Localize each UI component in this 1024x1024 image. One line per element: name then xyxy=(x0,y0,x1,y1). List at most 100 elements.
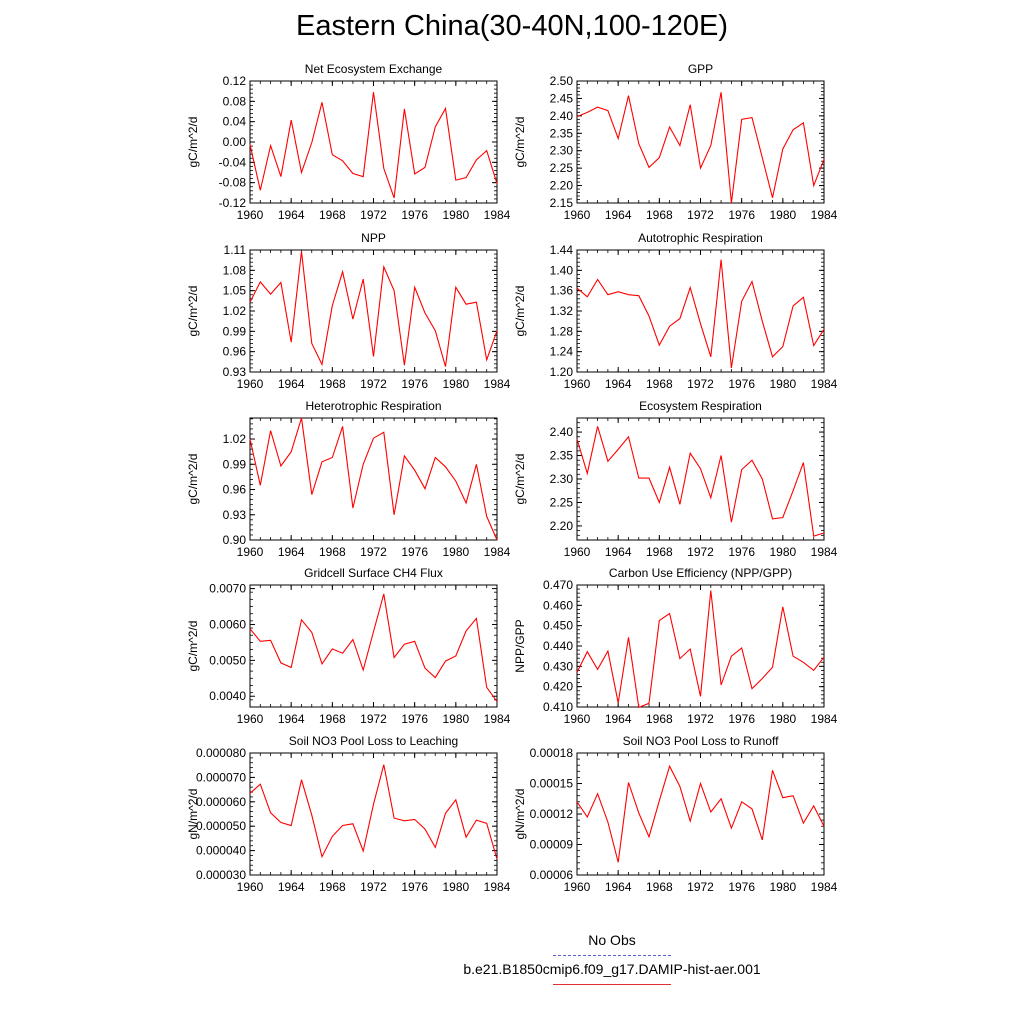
y-tick-label: 1.44 xyxy=(550,243,574,257)
x-tick-label: 1984 xyxy=(484,880,511,894)
x-tick-label: 1976 xyxy=(728,545,755,559)
x-tick-label: 1984 xyxy=(811,377,838,391)
x-tick-label: 1984 xyxy=(811,545,838,559)
panel-title: Soil NO3 Pool Loss to Runoff xyxy=(623,734,780,748)
x-tick-label: 1980 xyxy=(769,545,796,559)
y-tick-label: 2.20 xyxy=(550,519,574,533)
x-tick-label: 1980 xyxy=(442,880,469,894)
series-line xyxy=(576,259,825,368)
panel-gridcell-surface-ch4-flux: Gridcell Surface CH4 Flux gC/m^2/d 0.0040 0… xyxy=(186,566,511,726)
x-tick-label: 1960 xyxy=(237,208,264,222)
x-tick-label: 1972 xyxy=(687,208,714,222)
y-tick-label: 0.000050 xyxy=(196,819,246,833)
y-tick-label: 0.000070 xyxy=(196,770,246,784)
x-tick-label: 1964 xyxy=(605,545,632,559)
y-tick-label: 1.02 xyxy=(223,304,247,318)
x-tick-label: 1984 xyxy=(484,208,511,222)
x-tick-label: 1972 xyxy=(687,880,714,894)
y-tick-label: 0.410 xyxy=(543,700,573,714)
legend-label-model-run: b.e21.B1850cmip6.f09_g17.DAMIP-hist-aer.… xyxy=(463,961,761,977)
y-axis-label: gN/m^2/d xyxy=(186,789,200,840)
x-tick-label: 1976 xyxy=(401,377,428,391)
series-line xyxy=(249,417,498,541)
x-tick-label: 1960 xyxy=(237,712,264,726)
x-tick-label: 1976 xyxy=(401,208,428,222)
x-tick-label: 1976 xyxy=(728,712,755,726)
y-tick-label: 2.15 xyxy=(550,196,574,210)
panel-net-ecosystem-exchange: Net Ecosystem Exchange gC/m^2/d -0.12 -0.08… xyxy=(186,62,511,222)
x-tick-label: 1964 xyxy=(278,208,305,222)
y-tick-label: 1.36 xyxy=(550,284,574,298)
x-tick-label: 1964 xyxy=(605,712,632,726)
x-tick-label: 1964 xyxy=(605,208,632,222)
y-tick-label: 2.25 xyxy=(550,161,574,175)
panel-title: Gridcell Surface CH4 Flux xyxy=(304,566,443,580)
x-tick-label: 1968 xyxy=(319,545,346,559)
y-tick-label: 0.000080 xyxy=(196,746,246,760)
y-tick-label: 0.93 xyxy=(223,365,247,379)
y-axis-label: gC/m^2/d xyxy=(513,117,527,168)
x-tick-label: 1984 xyxy=(484,377,511,391)
x-tick-label: 1980 xyxy=(442,712,469,726)
plot-frame xyxy=(576,417,825,541)
panel-title: NPP xyxy=(361,231,386,245)
x-tick-label: 1968 xyxy=(646,880,673,894)
x-tick-label: 1980 xyxy=(769,712,796,726)
y-tick-label: 1.40 xyxy=(550,263,574,277)
x-tick-label: 1960 xyxy=(564,712,591,726)
y-axis-label: NPP/GPP xyxy=(513,619,527,672)
panel-npp: NPP gC/m^2/d 0.93 0.96 0.99 1.02 1.05 1.08 1.11 1… xyxy=(186,231,511,391)
panel-autotrophic-respiration: Autotrophic Respiration gC/m^2/d 1.20 1.24 1… xyxy=(513,231,838,391)
x-tick-label: 1980 xyxy=(769,880,796,894)
panel-title: Autotrophic Respiration xyxy=(638,231,763,245)
x-tick-label: 1960 xyxy=(237,545,264,559)
panel-soil-no3-pool-loss-to-leaching: Soil NO3 Pool Loss to LeachinggN/m^2/d0.… xyxy=(186,734,511,894)
x-tick-label: 1964 xyxy=(605,880,632,894)
x-tick-label: 1976 xyxy=(728,377,755,391)
x-tick-label: 1980 xyxy=(769,208,796,222)
y-tick-label: 0.430 xyxy=(543,659,573,673)
y-axis-label: gC/m^2/d xyxy=(186,621,200,672)
plot-frame xyxy=(576,752,825,876)
x-tick-label: 1972 xyxy=(360,208,387,222)
x-tick-label: 1960 xyxy=(564,208,591,222)
x-tick-label: 1968 xyxy=(319,880,346,894)
x-tick-label: 1972 xyxy=(687,377,714,391)
y-tick-label: 2.30 xyxy=(550,472,574,486)
x-tick-label: 1984 xyxy=(811,712,838,726)
x-tick-label: 1984 xyxy=(811,880,838,894)
y-tick-label: 0.93 xyxy=(223,508,247,522)
panel-title: Carbon Use Efficiency (NPP/GPP) xyxy=(609,566,792,580)
panel-heterotrophic-respiration: Heterotrophic Respiration gC/m^2/d 0.90 0.9… xyxy=(186,399,511,559)
x-tick-label: 1964 xyxy=(278,712,305,726)
y-tick-label: 0.0050 xyxy=(209,653,246,667)
x-tick-label: 1972 xyxy=(687,545,714,559)
legend-line-no-obs xyxy=(553,955,671,956)
x-tick-label: 1980 xyxy=(769,377,796,391)
x-tick-label: 1960 xyxy=(564,377,591,391)
y-tick-label: 0.08 xyxy=(223,94,247,108)
y-tick-label: 0.000060 xyxy=(196,795,246,809)
y-tick-label: 0.420 xyxy=(543,680,573,694)
panel-title: Soil NO3 Pool Loss to Leaching xyxy=(289,734,458,748)
plot-frame xyxy=(249,417,498,541)
y-axis-label: gC/m^2/d xyxy=(513,454,527,505)
y-tick-label: 0.04 xyxy=(223,115,247,129)
panel-ecosystem-respiration: Ecosystem Respiration gC/m^2/d 2.20 2.25 2.3… xyxy=(513,399,838,559)
x-tick-label: 1968 xyxy=(319,208,346,222)
panel-title: Net Ecosystem Exchange xyxy=(305,62,443,76)
y-tick-label: 2.35 xyxy=(550,126,574,140)
x-tick-label: 1984 xyxy=(811,208,838,222)
panel-title: Ecosystem Respiration xyxy=(639,399,762,413)
x-tick-label: 1980 xyxy=(442,377,469,391)
y-tick-label: 1.28 xyxy=(550,324,574,338)
y-tick-label: 0.440 xyxy=(543,639,573,653)
y-tick-label: 0.000040 xyxy=(196,844,246,858)
y-tick-label: -0.12 xyxy=(219,196,247,210)
x-tick-label: 1972 xyxy=(360,377,387,391)
y-tick-label: 0.99 xyxy=(223,324,247,338)
y-tick-label: 0.470 xyxy=(543,578,573,592)
series-line xyxy=(249,92,498,199)
x-tick-label: 1972 xyxy=(360,880,387,894)
